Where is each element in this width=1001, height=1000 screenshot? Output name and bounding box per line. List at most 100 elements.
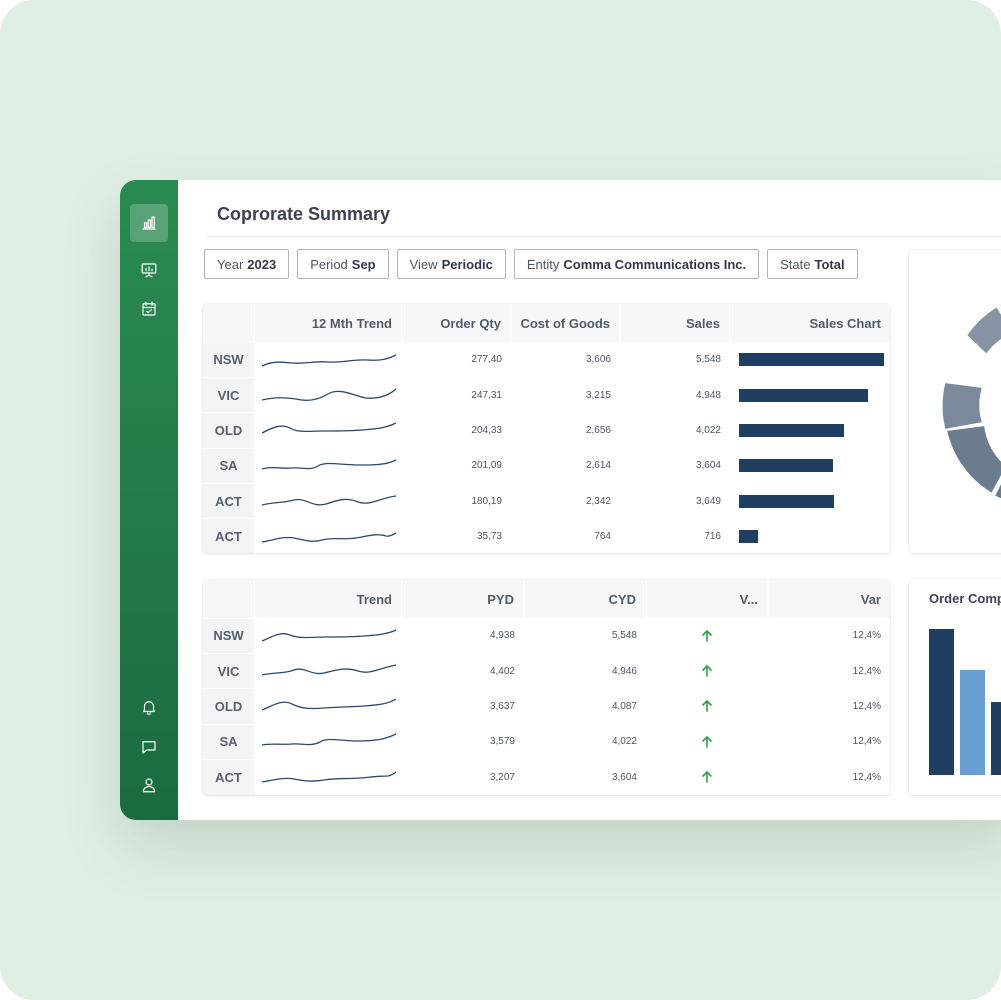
filter-label: View — [409, 256, 438, 272]
messages-button[interactable] — [130, 728, 168, 766]
pyd-cell: 4,938 — [489, 630, 515, 642]
sparkline — [254, 689, 402, 724]
user-icon — [142, 778, 156, 793]
table-row[interactable]: ACT 180,19 2,342 3,649 — [203, 483, 890, 519]
chat-icon — [142, 741, 156, 754]
arrow-up-icon — [702, 700, 712, 713]
summary-table: 12 Mth Trend Order Qty Cost of Goods Sal… — [203, 304, 890, 553]
variance-indicator — [646, 724, 768, 759]
sparkline-chart — [262, 459, 396, 470]
nav-reports-button[interactable] — [130, 204, 168, 242]
bar-chart-icon — [142, 216, 156, 230]
column-header-order-qty[interactable]: Order Qty — [401, 304, 511, 342]
nav-calendar-button[interactable] — [130, 290, 168, 328]
variance-table-card: Trend PYD CYD V... Var NSW 4,938 5,548 — [203, 580, 890, 795]
column-header-pyd[interactable]: PYD — [401, 580, 524, 618]
sparkline-chart — [262, 422, 396, 435]
table-row[interactable]: OLD 204,33 2,656 4,022 — [203, 412, 890, 449]
profile-button[interactable] — [130, 766, 168, 804]
table-row[interactable]: ACT 3,207 3,604 12,4% — [203, 759, 890, 795]
table-row[interactable]: SA 3,579 4,022 12,4% — [203, 723, 890, 760]
column-header-sales-chart[interactable]: Sales Chart — [729, 304, 890, 342]
arrow-up-icon — [702, 771, 712, 784]
table-row[interactable]: SA 201,09 2,614 3,604 — [203, 447, 890, 484]
filter-value: Periodic — [441, 256, 493, 272]
sparkline-chart — [262, 664, 396, 676]
filter-view[interactable]: View Periodic — [396, 249, 506, 279]
table-row[interactable]: OLD 3,637 4,087 12,4% — [203, 688, 890, 725]
dashboard-window: Coprorate Summary Year 2023 Period Sep Vie… — [120, 180, 1001, 820]
sparkline-chart — [262, 771, 396, 783]
sales-cell: 4,948 — [695, 389, 721, 401]
column-header-variance-indicator[interactable]: V... — [645, 580, 768, 618]
row-label: NSW — [203, 617, 254, 654]
order-bar — [929, 629, 954, 775]
column-header-state — [203, 304, 254, 342]
pyd-cell: 3,579 — [489, 736, 515, 748]
filter-label: Year — [217, 256, 244, 272]
sales-bar-cell — [730, 413, 890, 448]
sparkline-chart — [262, 698, 396, 712]
order-comparison-card: Order Comp — [909, 579, 1001, 795]
nav-presentation-button[interactable] — [130, 251, 168, 289]
order-qty-cell: 204,33 — [471, 424, 502, 436]
notifications-button[interactable] — [130, 688, 168, 726]
sales-bar — [739, 388, 869, 402]
filter-entity[interactable]: Entity Comma Communications Inc. — [513, 249, 760, 279]
row-label: ACT — [203, 518, 254, 553]
row-label: ACT — [203, 483, 254, 519]
table-row[interactable]: VIC 4,402 4,946 12,4% — [203, 652, 890, 689]
row-label: ACT — [203, 759, 254, 795]
main-content: Coprorate Summary Year 2023 Period Sep Vie… — [178, 180, 1001, 820]
column-header-cost[interactable]: Cost of Goods — [510, 304, 620, 342]
sales-bar-cell — [730, 519, 890, 553]
variance-indicator — [646, 760, 768, 795]
sparkline — [254, 653, 402, 688]
cyd-cell: 4,022 — [611, 736, 637, 748]
table-row[interactable]: NSW 277,40 3,606 5,548 — [203, 341, 890, 378]
column-header-cyd[interactable]: CYD — [523, 580, 646, 618]
cost-cell: 2,342 — [585, 495, 611, 507]
filter-period[interactable]: Period Sep — [297, 249, 389, 279]
cyd-cell: 5,548 — [611, 630, 637, 642]
sales-bar-cell — [730, 448, 890, 483]
bell-icon — [142, 701, 156, 716]
sales-bar — [739, 353, 884, 367]
column-header-trend[interactable]: 12 Mth Trend — [253, 304, 402, 342]
sales-cell: 3,649 — [695, 495, 721, 507]
sales-cell: 3,604 — [695, 460, 721, 472]
table-row[interactable]: ACT 35,73 764 716 — [203, 518, 890, 553]
sparkline-chart — [262, 495, 396, 506]
sales-cell: 5,548 — [695, 354, 721, 366]
presentation-icon — [141, 263, 157, 278]
page-title: Coprorate Summary — [217, 204, 391, 224]
cost-cell: 764 — [594, 531, 611, 543]
pyd-cell: 3,207 — [489, 771, 515, 783]
sparkline — [254, 519, 402, 553]
cost-cell: 2,656 — [585, 424, 611, 436]
variance-indicator — [646, 618, 768, 653]
column-header-var[interactable]: Var — [767, 580, 890, 618]
column-header-trend[interactable]: Trend — [253, 580, 402, 618]
sales-bar-cell — [730, 377, 890, 412]
row-label: OLD — [203, 688, 254, 725]
column-header-sales[interactable]: Sales — [619, 304, 730, 342]
variance-indicator — [646, 653, 768, 688]
filter-label: State — [780, 256, 811, 272]
sparkline — [254, 484, 402, 519]
table-row[interactable]: NSW 4,938 5,548 12,4% — [203, 617, 890, 654]
summary-table-card: 12 Mth Trend Order Qty Cost of Goods Sal… — [203, 304, 890, 553]
sparkline-chart — [262, 388, 396, 402]
sales-bar — [739, 459, 834, 473]
calendar-check-icon — [142, 301, 156, 316]
variance-table: Trend PYD CYD V... Var NSW 4,938 5,548 — [203, 580, 890, 795]
order-chart-title: Order Comp — [929, 591, 1001, 606]
row-label: OLD — [203, 412, 254, 449]
sparkline — [254, 377, 402, 412]
table-row[interactable]: VIC 247,31 3,215 4,948 — [203, 376, 890, 413]
sparkline — [254, 342, 402, 377]
filter-state[interactable]: State Total — [767, 249, 858, 279]
donut-segment — [940, 380, 985, 432]
variance-indicator — [646, 689, 768, 724]
filter-year[interactable]: Year 2023 — [204, 249, 290, 279]
